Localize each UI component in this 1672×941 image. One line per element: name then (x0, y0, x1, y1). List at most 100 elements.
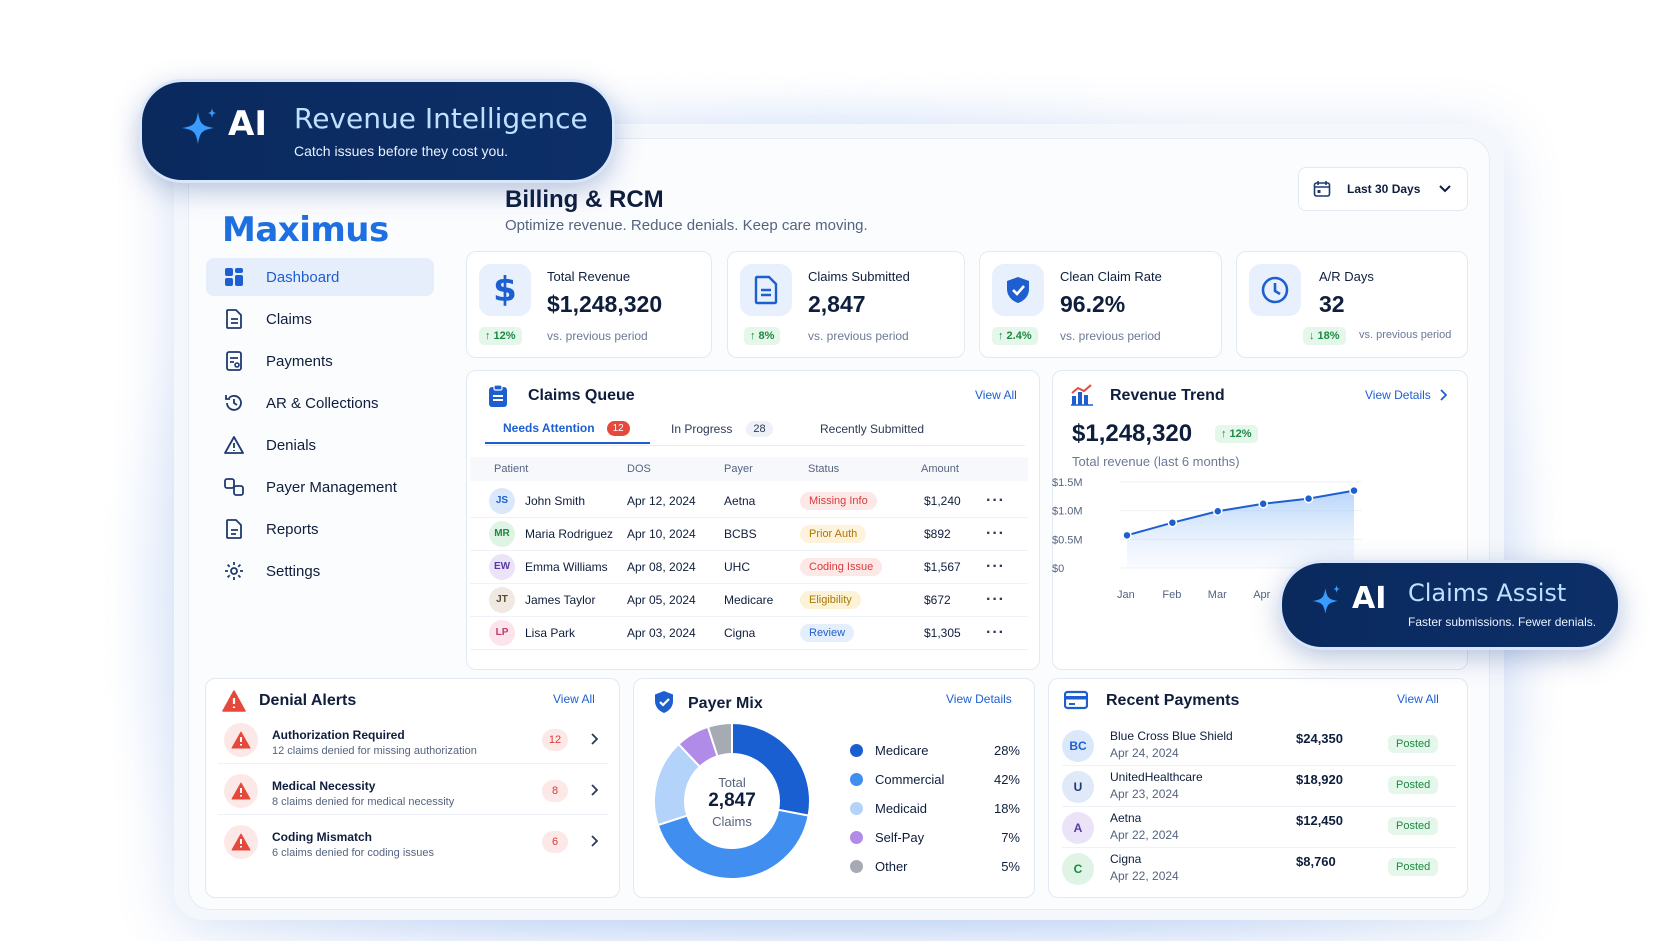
table-row[interactable]: MR Maria Rodriguez Apr 10, 2024 BCBS Prior A… (470, 517, 1028, 551)
more-options-icon[interactable]: ··· (986, 491, 1005, 509)
trend-area (1127, 490, 1354, 568)
sidebar-item-settings[interactable]: Settings (206, 552, 434, 590)
payment-item[interactable]: C Cigna Apr 22, 2024 $8,760 Posted (1062, 849, 1456, 889)
avatar: LP (489, 619, 515, 646)
more-options-icon[interactable]: ··· (986, 524, 1005, 542)
denial-count-badge: 6 (542, 831, 568, 853)
tab-count-badge: 12 (606, 420, 630, 436)
tab-in-progress[interactable]: In Progress 28 (665, 414, 773, 444)
kpi-card-ar-days[interactable]: A/R Days 32 ↓ 18% vs. previous period (1236, 251, 1468, 358)
x-tick-label: Mar (1208, 589, 1227, 601)
payment-item[interactable]: BC Blue Cross Blue Shield Apr 24, 2024 $24,… (1062, 726, 1456, 766)
kpi-change: ↑ 2.4% (992, 327, 1038, 345)
tab-label: In Progress (671, 422, 733, 436)
sidebar-item-claims[interactable]: Claims (206, 300, 434, 338)
kpi-card-total-revenue[interactable]: $ Total Revenue $1,248,320 ↑ 12% vs. pre… (466, 251, 712, 358)
legend-item: Commercial 42% (850, 772, 1020, 787)
denial-alert-title: Authorization Required (272, 728, 405, 742)
patient-name: Maria Rodriguez (525, 526, 614, 541)
legend-label: Medicare (875, 743, 929, 758)
kpi-value: $1,248,320 (547, 291, 663, 317)
sidebar-item-label: Reports (266, 520, 319, 538)
warning-icon (222, 433, 246, 457)
denial-alert-item[interactable]: Medical Necessity 8 claims denied for med… (218, 767, 608, 815)
revenue-trend-caption: Total revenue (last 6 months) (1072, 454, 1240, 469)
kpi-card-claims-submitted[interactable]: Claims Submitted 2,847 ↑ 8% vs. previous… (727, 251, 965, 358)
tab-divider (485, 445, 1025, 446)
dashboard-icon (222, 265, 246, 289)
tab-count-badge: 28 (746, 421, 773, 437)
kpi-label: Total Revenue (547, 269, 631, 284)
banner-title: Revenue Intelligence (294, 102, 588, 135)
kpi-value: 32 (1319, 291, 1345, 317)
payer-name: Cigna (1110, 852, 1142, 866)
denial-alert-item[interactable]: Coding Mismatch 6 claims denied for codin… (218, 818, 608, 866)
amount-value: $1,305 (924, 625, 961, 640)
sidebar-item-label: Claims (266, 310, 312, 328)
kpi-card-clean-claim-rate[interactable]: Clean Claim Rate 96.2% ↑ 2.4% vs. previo… (979, 251, 1222, 358)
more-options-icon[interactable]: ··· (986, 623, 1005, 641)
denial-alert-item[interactable]: Authorization Required 12 claims denied f… (218, 716, 608, 764)
claims-queue-view-all[interactable]: View All (975, 388, 1017, 402)
warning-icon (224, 774, 258, 808)
payment-item[interactable]: U UnitedHealthcare Apr 23, 2024 $18,920 Post… (1062, 767, 1456, 807)
denial-count-badge: 8 (542, 780, 568, 802)
denial-alerts-view-all[interactable]: View All (553, 692, 595, 706)
banner-subtitle: Catch issues before they cost you. (294, 143, 508, 159)
payment-date: Apr 22, 2024 (1110, 828, 1179, 842)
table-row[interactable]: JS John Smith Apr 12, 2024 Aetna Missing Inf… (470, 484, 1028, 518)
date-range-select[interactable]: Last 30 Days (1298, 167, 1468, 211)
sidebar-item-ar-collections[interactable]: AR & Collections (206, 384, 434, 422)
table-row[interactable]: EW Emma Williams Apr 08, 2024 UHC Coding Iss… (470, 550, 1028, 584)
sidebar-item-label: Payer Management (266, 478, 397, 496)
sidebar-item-payer-management[interactable]: Payer Management (206, 468, 434, 506)
tab-needs-attention[interactable]: Needs Attention 12 (485, 414, 650, 444)
revenue-trend-value: $1,248,320 (1072, 420, 1193, 447)
payer-mix-view-details[interactable]: View Details (946, 692, 1012, 706)
chevron-right-icon[interactable] (590, 835, 598, 847)
sidebar-item-label: AR & Collections (266, 394, 379, 412)
denial-alert-desc: 12 claims denied for missing authorizati… (272, 745, 477, 757)
sidebar-item-payments[interactable]: Payments (206, 342, 434, 380)
payment-item[interactable]: A Aetna Apr 22, 2024 $12,450 Posted (1062, 808, 1456, 848)
sidebar-item-denials[interactable]: Denials (206, 426, 434, 464)
legend-percent: 42% (993, 772, 1020, 787)
table-row[interactable]: LP Lisa Park Apr 03, 2024 Cigna Review $1,305… (470, 616, 1028, 650)
recent-payments-title: Recent Payments (1106, 692, 1240, 709)
table-row[interactable]: JT James Taylor Apr 05, 2024 Medicare Eligib… (470, 583, 1028, 617)
recent-payments-view-all[interactable]: View All (1397, 692, 1439, 706)
chevron-right-icon[interactable] (590, 784, 598, 796)
tab-label: Recently Submitted (820, 422, 925, 436)
payment-amount: $12,450 (1296, 813, 1343, 828)
chevron-down-icon (1438, 184, 1452, 194)
payer-value: Cigna (724, 625, 756, 640)
sidebar-item-dashboard[interactable]: Dashboard (206, 258, 434, 296)
dollar-icon: $ (479, 264, 531, 316)
legend-label: Other (875, 859, 908, 874)
chevron-right-icon[interactable] (590, 733, 598, 745)
denial-alert-desc: 8 claims denied for medical necessity (272, 796, 455, 808)
page-title: Billing & RCM (505, 186, 664, 213)
more-options-icon[interactable]: ··· (986, 557, 1005, 575)
denial-alert-desc: 6 claims denied for coding issues (272, 847, 435, 859)
claims-queue-title: Claims Queue (528, 387, 635, 404)
legend-label: Medicaid (875, 801, 928, 816)
trend-point (1167, 517, 1178, 528)
legend-swatch (850, 860, 863, 873)
more-options-icon[interactable]: ··· (986, 590, 1005, 608)
date-range-value: Last 30 Days (1347, 182, 1421, 196)
legend-swatch (850, 831, 863, 844)
payer-value: UHC (724, 559, 750, 574)
column-header: DOS (627, 463, 651, 475)
kpi-label: Clean Claim Rate (1060, 269, 1162, 284)
sidebar-item-reports[interactable]: Reports (206, 510, 434, 548)
clock-icon (1249, 264, 1301, 316)
payment-date: Apr 22, 2024 (1110, 869, 1179, 883)
clipboard-icon (487, 384, 509, 413)
document-icon (740, 264, 792, 316)
ai-label: AI (1352, 581, 1387, 616)
gear-icon (222, 559, 246, 583)
tab-recently-submitted[interactable]: Recently Submitted (814, 414, 924, 444)
revenue-trend-view-details[interactable]: View Details (1365, 388, 1447, 402)
denial-alerts-title: Denial Alerts (259, 692, 357, 709)
